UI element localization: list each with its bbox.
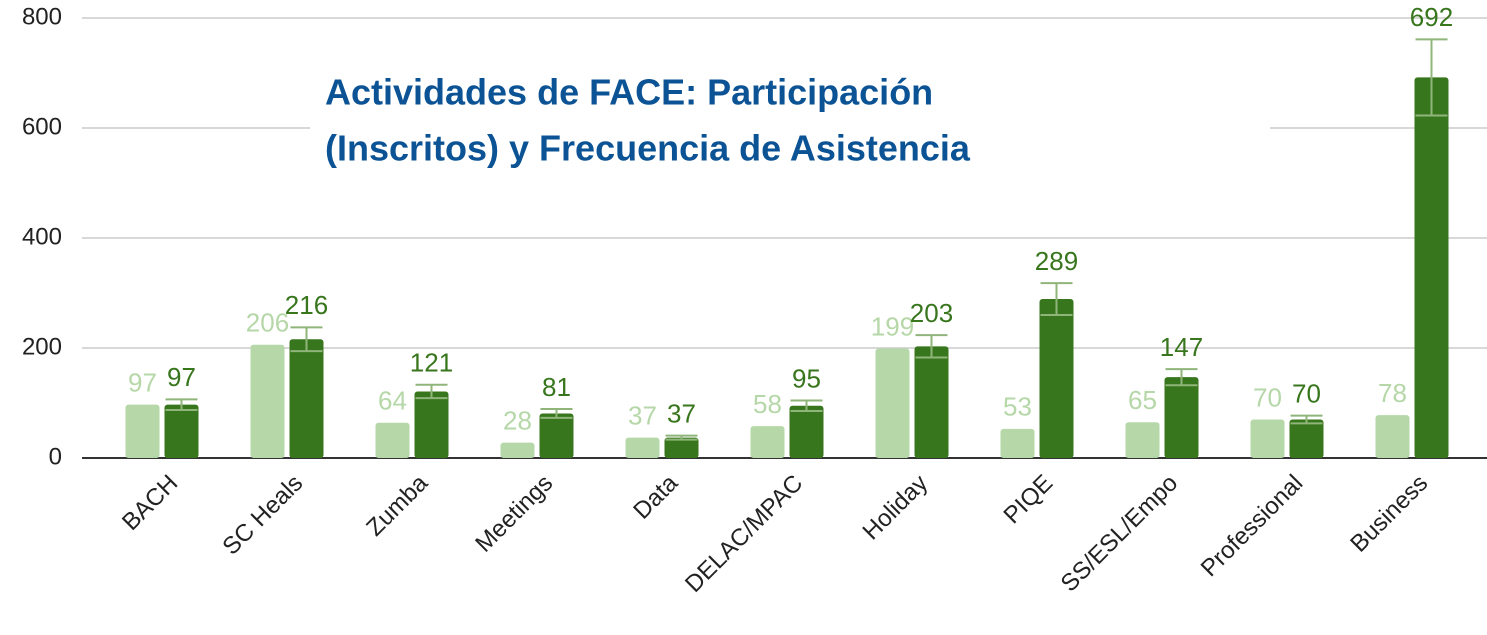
bar bbox=[1039, 299, 1074, 458]
bar bbox=[1289, 419, 1324, 458]
data-label: 58 bbox=[753, 389, 782, 419]
x-tick-label: SS/ESL/Empo bbox=[1056, 470, 1184, 598]
data-label: 37 bbox=[628, 401, 657, 431]
bar bbox=[1250, 419, 1285, 458]
x-tick-label: PIQE bbox=[999, 470, 1059, 530]
bar bbox=[250, 344, 285, 458]
data-label: 147 bbox=[1160, 332, 1203, 362]
x-tick-label: Holiday bbox=[858, 470, 934, 546]
y-tick-label: 200 bbox=[22, 333, 62, 360]
title-background bbox=[310, 55, 1270, 180]
data-label: 81 bbox=[542, 372, 571, 402]
x-tick-label: DELAC/MPAC bbox=[680, 470, 808, 598]
data-label: 692 bbox=[1410, 2, 1453, 32]
x-tick-label: Professional bbox=[1196, 470, 1308, 582]
data-label: 64 bbox=[378, 386, 407, 416]
data-label: 78 bbox=[1378, 378, 1407, 408]
bar bbox=[1414, 77, 1449, 459]
x-tick-label: BACH bbox=[117, 470, 183, 536]
bar bbox=[289, 339, 324, 458]
bar bbox=[664, 437, 699, 458]
chart-title: Actividades de FACE: Participación bbox=[325, 72, 933, 113]
bar bbox=[414, 391, 449, 458]
bar bbox=[914, 346, 949, 458]
bar bbox=[539, 413, 574, 458]
data-label: 65 bbox=[1128, 385, 1157, 415]
y-tick-label: 600 bbox=[22, 113, 62, 140]
bar bbox=[125, 404, 160, 458]
data-label: 95 bbox=[792, 363, 821, 393]
bar bbox=[625, 437, 660, 458]
bar bbox=[1375, 415, 1410, 458]
data-label: 37 bbox=[667, 398, 696, 428]
x-tick-label: Data bbox=[628, 469, 683, 524]
data-label: 97 bbox=[167, 362, 196, 392]
bar bbox=[1000, 428, 1035, 458]
data-label: 70 bbox=[1292, 379, 1321, 409]
data-label: 70 bbox=[1253, 382, 1282, 412]
data-label: 203 bbox=[910, 298, 953, 328]
y-tick-label: 800 bbox=[22, 3, 62, 30]
bar bbox=[164, 404, 199, 458]
x-tick-label: SC Heals bbox=[217, 470, 308, 561]
bar bbox=[500, 442, 535, 458]
bar bbox=[875, 348, 910, 458]
x-tick-label: Business bbox=[1345, 470, 1433, 558]
data-label: 206 bbox=[246, 308, 289, 338]
data-label: 121 bbox=[410, 348, 453, 378]
bar bbox=[1164, 377, 1199, 458]
data-label: 216 bbox=[285, 290, 328, 320]
x-tick-label: Meetings bbox=[470, 470, 558, 558]
data-label: 28 bbox=[503, 405, 532, 435]
y-tick-label: 0 bbox=[49, 443, 62, 470]
data-label: 97 bbox=[128, 368, 157, 398]
data-label: 199 bbox=[871, 311, 914, 341]
bar bbox=[789, 405, 824, 458]
bar bbox=[750, 426, 785, 458]
chart-title: (Inscritos) y Frecuencia de Asistencia bbox=[325, 128, 971, 169]
bar bbox=[375, 422, 410, 458]
y-tick-label: 400 bbox=[22, 223, 62, 250]
bar bbox=[1125, 422, 1160, 458]
data-label: 53 bbox=[1003, 392, 1032, 422]
x-tick-label: Zumba bbox=[361, 469, 433, 541]
data-label: 289 bbox=[1035, 246, 1078, 276]
